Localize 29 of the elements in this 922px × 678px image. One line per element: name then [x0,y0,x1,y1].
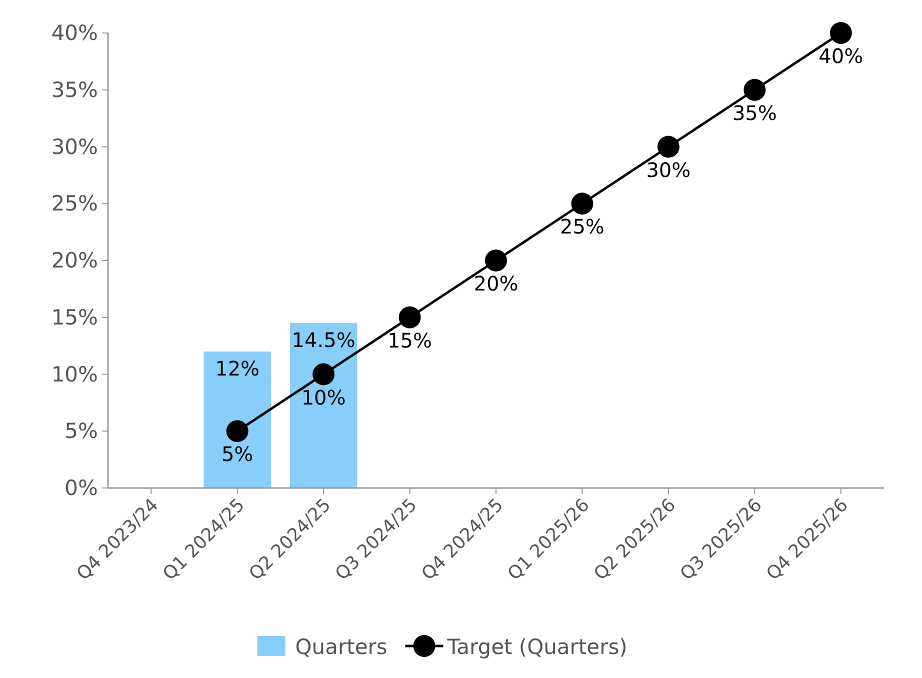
data-label: 20% [474,272,518,296]
data-label: 35% [732,100,777,125]
point [398,306,421,328]
data-label: 40% [818,44,864,68]
y-tick-label: 25% [51,192,98,216]
y-tick-label: 30% [51,134,98,159]
data-label: 5% [221,442,254,466]
data-label: 10% [301,385,346,410]
y-tick-label: 15% [51,305,98,330]
legend-label: Quarters [295,635,388,659]
y-tick-label: 10% [51,362,98,386]
data-label: 30% [646,158,691,182]
data-label: 15% [388,328,432,352]
y-tick-label: 40% [51,21,98,45]
data-label: 12% [215,356,260,380]
point [830,22,852,44]
y-tick-label: 20% [51,248,98,272]
y-tick-label: 35% [51,78,98,102]
y-tick-label: 5% [64,419,98,444]
data-label: 14.5% [292,328,356,352]
point [226,420,248,442]
point [571,192,594,215]
point [744,78,766,101]
point [312,363,335,386]
y-tick-label: 0% [64,476,98,500]
point [485,250,507,272]
point [657,136,680,158]
data-label: 25% [560,214,604,239]
legend-label: Target (Quarters) [446,635,628,659]
